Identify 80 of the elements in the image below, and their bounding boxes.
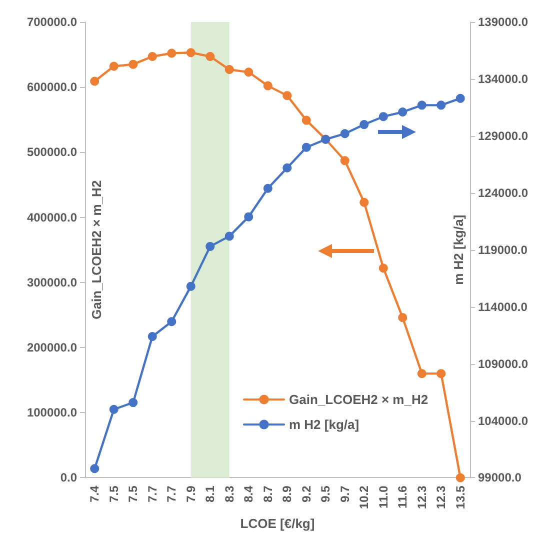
point	[109, 62, 118, 71]
x-tick-label: 8.7	[260, 485, 275, 502]
x-tick-label: 10.2	[357, 485, 372, 510]
point	[244, 68, 254, 77]
point	[224, 232, 234, 241]
y2-tick-label: 124000.0	[478, 186, 528, 200]
y-tick-label: 600000.0	[26, 80, 78, 94]
x-tick-label: 12.3	[434, 485, 448, 510]
point	[109, 404, 118, 414]
x-axis-title: LCOE [€/kg]	[240, 516, 315, 531]
point	[340, 156, 350, 166]
point	[206, 52, 215, 62]
x-tick-label: 7.5	[126, 485, 140, 502]
point	[167, 48, 176, 58]
x-tick-label: 8.9	[280, 485, 294, 502]
x-tick-label: 8.4	[242, 485, 256, 502]
x-tick-label: 8.3	[222, 485, 236, 502]
point	[148, 52, 157, 62]
y2-tick-label: 119000.0	[478, 242, 528, 257]
point	[417, 100, 426, 110]
point	[282, 163, 292, 172]
point	[436, 100, 446, 110]
y2-tick-label: 109000.0	[478, 356, 528, 371]
point	[128, 398, 138, 408]
point	[263, 81, 272, 90]
y-axis-title: Gain_LCOEH2 × m_H2	[89, 180, 104, 320]
point	[456, 94, 465, 103]
point	[90, 464, 100, 474]
y-tick-label: 0.0	[60, 470, 78, 485]
point	[398, 313, 408, 322]
point	[340, 129, 350, 138]
point	[206, 242, 215, 251]
x-tick-label: 9.5	[318, 485, 333, 502]
y2-tick-label: 129000.0	[478, 128, 528, 143]
x-tick-label: 9.7	[338, 485, 352, 502]
x-tick-label: 7.7	[164, 485, 179, 502]
x-tick-label: 13.5	[453, 485, 468, 510]
y-tick-label: 300000.0	[26, 275, 78, 290]
point	[302, 116, 311, 125]
point	[167, 317, 176, 326]
y-tick-label: 200000.0	[26, 340, 78, 355]
x-tick-label: 7.5	[106, 485, 121, 502]
point	[360, 198, 369, 207]
point	[186, 48, 196, 58]
y2-tick-label: 99000.0	[478, 470, 522, 485]
point	[90, 76, 100, 86]
point	[360, 120, 369, 130]
point	[417, 369, 426, 378]
y-tick-label: 100000.0	[26, 406, 78, 420]
y2-tick-label: 114000.0	[478, 300, 528, 314]
point	[282, 91, 292, 100]
y2-axis-title: m H2 [kg/a]	[451, 214, 466, 285]
x-tick-label: 12.3	[414, 485, 429, 510]
y-tick-label: 400000.0	[26, 210, 78, 224]
point	[378, 264, 388, 273]
point	[436, 369, 446, 378]
point	[263, 184, 272, 193]
x-tick-label: 9.2	[299, 485, 314, 502]
point	[148, 332, 157, 341]
point	[456, 473, 465, 482]
legend-label: m H2 [kg/a]	[289, 417, 360, 432]
x-tick-label: 8.1	[203, 485, 218, 502]
point	[398, 108, 408, 117]
x-tick-label: 11.0	[376, 485, 390, 508]
point	[378, 112, 388, 122]
x-tick-label: 7.4	[88, 485, 102, 502]
point	[186, 282, 196, 291]
legend-label: Gain_LCOEH2 × m_H2	[289, 392, 428, 407]
y-tick-label: 700000.0	[26, 15, 78, 29]
y2-tick-label: 139000.0	[478, 15, 528, 29]
x-tick-label: 7.7	[145, 485, 160, 502]
point	[128, 60, 138, 69]
y-tick-label: 500000.0	[26, 145, 78, 160]
y2-tick-label: 134000.0	[478, 72, 528, 86]
point	[244, 212, 254, 222]
x-tick-label: 11.6	[396, 485, 410, 508]
point	[224, 65, 234, 74]
point	[302, 142, 311, 152]
y2-tick-label: 104000.0	[478, 414, 528, 428]
x-tick-label: 7.9	[184, 485, 198, 502]
